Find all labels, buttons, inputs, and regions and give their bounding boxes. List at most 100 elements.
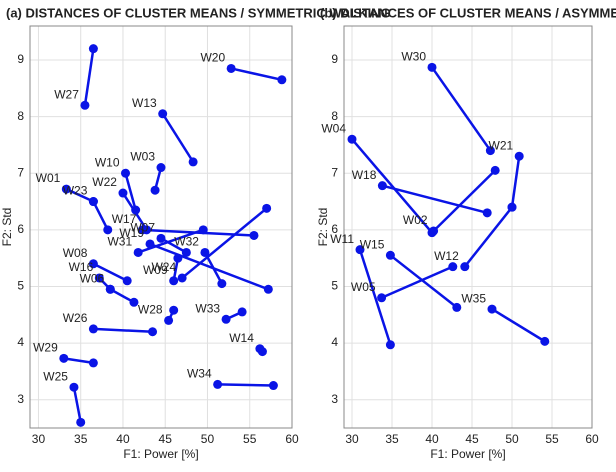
cluster-mean (156, 163, 166, 173)
cluster-mean (485, 146, 495, 156)
cluster-mean (429, 226, 439, 236)
chart-title: (b) DISTANCES OF CLUSTER MEANS / ASYMMET… (320, 5, 616, 20)
x-tick-label: 40 (116, 432, 130, 446)
segment (92, 262, 128, 282)
cluster-label: W35 (461, 291, 486, 305)
cluster-mean (105, 284, 115, 294)
x-axis-label: F1: Power [%] (430, 447, 505, 461)
segment (510, 156, 521, 208)
cluster-label: W01 (36, 171, 61, 185)
cluster-mean (277, 75, 287, 85)
cluster-label: W06 (80, 271, 105, 285)
cluster-mean (507, 202, 517, 212)
segment (63, 357, 94, 365)
cluster-mean (118, 188, 128, 198)
cluster-label: W08 (63, 246, 88, 260)
y-tick-label: 8 (17, 109, 24, 123)
cluster-label: W15 (360, 237, 385, 251)
y-tick-label: 9 (331, 52, 338, 66)
cluster-mean (188, 157, 198, 167)
cluster-mean (268, 381, 278, 391)
segment (491, 308, 546, 343)
y-axis-label: F2: Std (316, 208, 330, 247)
cluster-label: W32 (174, 235, 199, 249)
segment (65, 187, 94, 203)
segment (121, 192, 148, 231)
cluster-label: W18 (352, 168, 377, 182)
cluster-mean (213, 379, 223, 389)
cluster-label: W27 (54, 87, 79, 101)
cluster-mean (487, 304, 497, 314)
x-tick-label: 55 (243, 432, 257, 446)
y-tick-label: 6 (331, 222, 338, 236)
cluster-mean (173, 253, 183, 263)
segment (217, 383, 274, 387)
segment (351, 138, 433, 234)
segment (72, 386, 82, 423)
y-tick-label: 3 (331, 392, 338, 406)
cluster-mean (80, 100, 90, 110)
cluster-mean (262, 203, 272, 213)
cluster-mean (237, 307, 247, 317)
cluster-mean (482, 208, 492, 218)
cluster-mean (88, 44, 98, 54)
segment (381, 265, 454, 299)
cluster-label: W30 (401, 50, 426, 64)
cluster-label: W03 (130, 150, 155, 164)
segment (83, 48, 95, 106)
cluster-label: W29 (33, 341, 58, 355)
x-tick-label: 45 (465, 432, 479, 446)
cluster-mean (347, 134, 357, 144)
cluster-label: W11 (330, 232, 354, 246)
cluster-mean (94, 273, 104, 283)
cluster-label: W19 (119, 226, 144, 240)
y-tick-label: 7 (17, 165, 24, 179)
cluster-mean (377, 181, 387, 191)
cluster-label: W07 (130, 220, 155, 234)
cluster-label: W26 (63, 311, 88, 325)
plot-area (344, 26, 592, 428)
cluster-label: W02 (403, 213, 428, 227)
segment (358, 249, 392, 346)
x-tick-label: 50 (201, 432, 215, 446)
cluster-mean (158, 109, 168, 119)
cluster-mean (69, 382, 79, 392)
cluster-mean (88, 259, 98, 269)
cluster-label: W31 (107, 235, 132, 249)
cluster-mean (177, 273, 187, 283)
cluster-mean (427, 62, 437, 72)
plot-area (30, 26, 292, 428)
cluster-mean (257, 347, 267, 357)
cluster-label: W23 (63, 184, 88, 198)
cluster-label: W20 (200, 51, 225, 65)
segment (463, 206, 513, 268)
cluster-mean (217, 279, 227, 289)
segment (124, 172, 137, 211)
plot-border (343, 25, 593, 429)
segment (181, 207, 268, 279)
cluster-label: W34 (187, 367, 212, 381)
cluster-label: W12 (434, 249, 459, 263)
cluster-mean (221, 314, 231, 324)
cluster-mean (460, 262, 470, 272)
cluster-mean (385, 340, 395, 350)
y-axis-label: F2: Std (0, 208, 14, 247)
cluster-mean (200, 247, 210, 257)
cluster-mean (169, 276, 179, 286)
cluster-mean (129, 297, 139, 307)
y-tick-label: 4 (17, 335, 24, 349)
cluster-mean (514, 151, 524, 161)
cluster-label: W24 (151, 260, 176, 274)
x-tick-label: 35 (74, 432, 88, 446)
segment (137, 228, 204, 254)
cluster-mean (150, 185, 160, 195)
cluster-label: W21 (489, 138, 514, 152)
y-tick-label: 5 (17, 279, 24, 293)
cluster-mean (377, 293, 387, 303)
cluster-mean (148, 327, 158, 337)
y-tick-label: 3 (17, 392, 24, 406)
cluster-label: W13 (132, 96, 157, 110)
y-tick-label: 9 (17, 52, 24, 66)
cluster-label: W10 (95, 155, 120, 169)
